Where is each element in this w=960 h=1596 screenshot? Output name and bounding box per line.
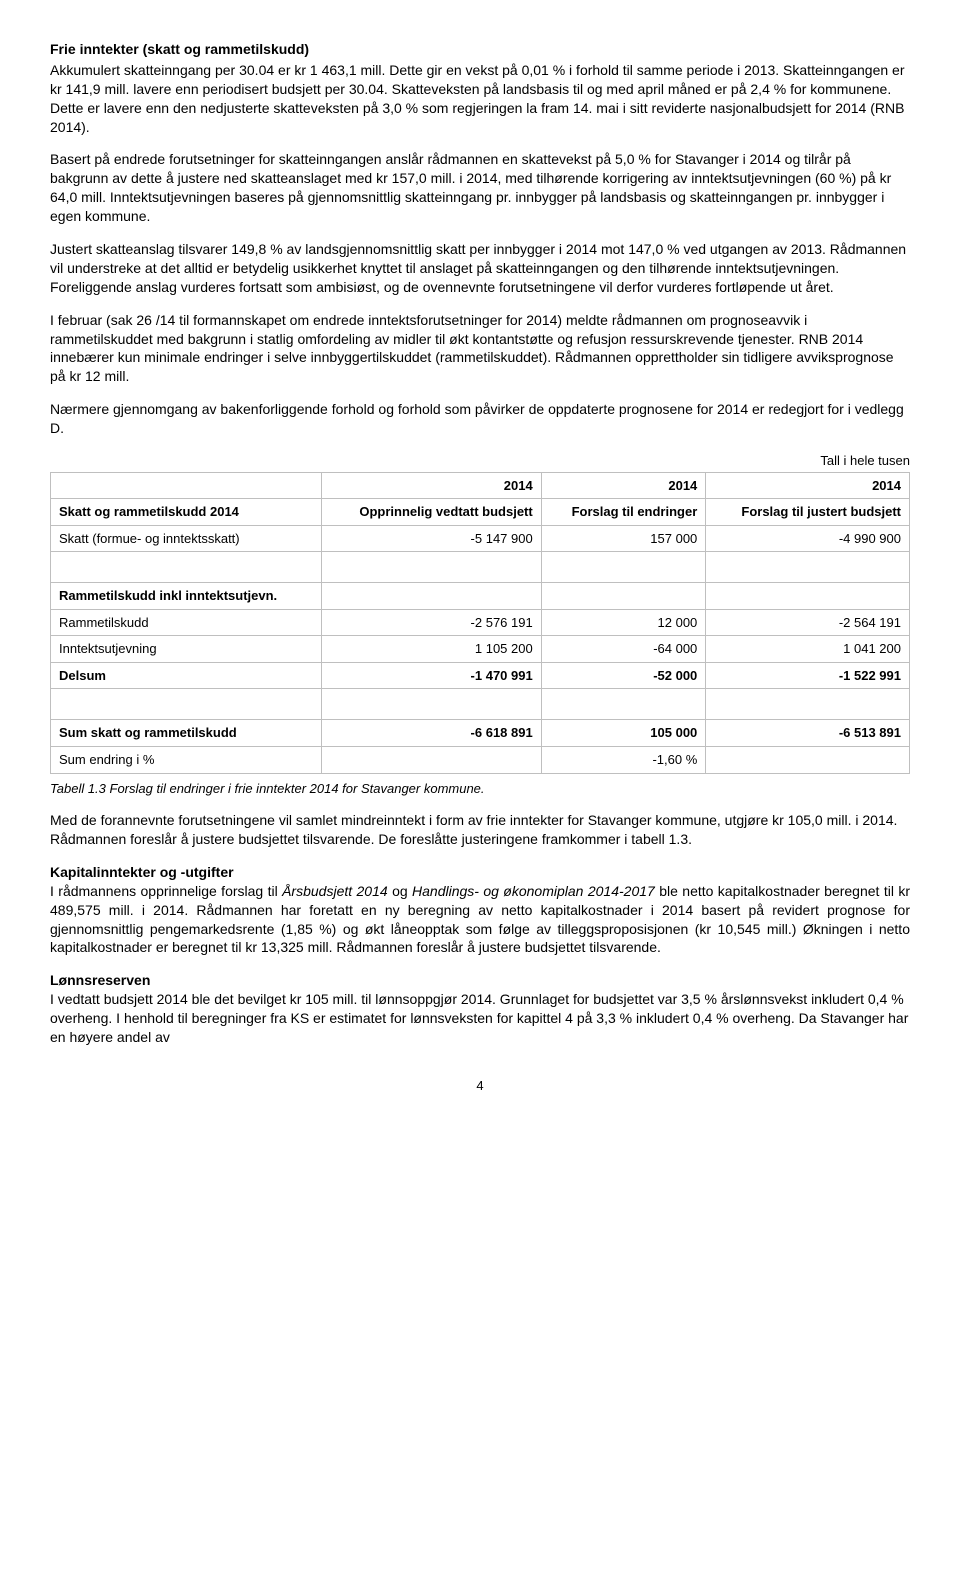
table-year-row: 2014 2014 2014 <box>51 472 910 499</box>
table-header-col2: Forslag til endringer <box>541 499 706 526</box>
table-header-year: 2014 <box>322 472 542 499</box>
table-cell: 105 000 <box>541 720 706 747</box>
table-cell: -52 000 <box>541 662 706 689</box>
paragraph: Justert skatteanslag tilsvarer 149,8 % a… <box>50 240 910 297</box>
text-run: og <box>388 883 412 899</box>
text-italic: Årsbudsjett 2014 <box>282 883 388 899</box>
table-row: Sum endring i % -1,60 % <box>51 746 910 773</box>
paragraph: I rådmannens opprinnelige forslag til År… <box>50 882 910 958</box>
table-cell: -6 618 891 <box>322 720 542 747</box>
table-spacer-row <box>51 552 910 583</box>
table-cell: -4 990 900 <box>706 525 910 552</box>
skatt-rammetilskudd-table: 2014 2014 2014 Skatt og rammetilskudd 20… <box>50 472 910 774</box>
table-header-col3: Forslag til justert budsjett <box>706 499 910 526</box>
table-cell: 12 000 <box>541 609 706 636</box>
table-subheading: Rammetilskudd inkl inntektsutjevn. <box>51 583 322 610</box>
paragraph: I februar (sak 26 /14 til formannskapet … <box>50 311 910 387</box>
table-row: Skatt (formue- og inntektsskatt) -5 147 … <box>51 525 910 552</box>
table-cell: -1,60 % <box>541 746 706 773</box>
table-cell: 157 000 <box>541 525 706 552</box>
text-run: I rådmannens opprinnelige forslag til <box>50 883 282 899</box>
table-cell: Rammetilskudd <box>51 609 322 636</box>
table-row: Delsum -1 470 991 -52 000 -1 522 991 <box>51 662 910 689</box>
page-number: 4 <box>50 1077 910 1095</box>
table-row: Sum skatt og rammetilskudd -6 618 891 10… <box>51 720 910 747</box>
table-spacer-row <box>51 689 910 720</box>
table-row: Inntektsutjevning 1 105 200 -64 000 1 04… <box>51 636 910 663</box>
table-cell: Inntektsutjevning <box>51 636 322 663</box>
table-cell: -5 147 900 <box>322 525 542 552</box>
text-italic: Handlings- og økonomiplan 2014-2017 <box>412 883 655 899</box>
section-title-lonnsreserven: Lønnsreserven <box>50 971 910 990</box>
table-cell: 1 041 200 <box>706 636 910 663</box>
paragraph: I vedtatt budsjett 2014 ble det bevilget… <box>50 990 910 1047</box>
table-row: Rammetilskudd -2 576 191 12 000 -2 564 1… <box>51 609 910 636</box>
section-title-frie-inntekter: Frie inntekter (skatt og rammetilskudd) <box>50 40 910 59</box>
table-cell: Skatt (formue- og inntektsskatt) <box>51 525 322 552</box>
table-cell: -2 564 191 <box>706 609 910 636</box>
paragraph: Med de forannevnte forutsetningene vil s… <box>50 811 910 849</box>
table-unit-note: Tall i hele tusen <box>50 452 910 470</box>
table-header-year: 2014 <box>541 472 706 499</box>
section-title-kapitalinntekter: Kapitalinntekter og -utgifter <box>50 863 910 882</box>
table-cell: -6 513 891 <box>706 720 910 747</box>
table-header-year: 2014 <box>706 472 910 499</box>
paragraph: Akkumulert skatteinngang per 30.04 er kr… <box>50 61 910 137</box>
table-subheading-row: Rammetilskudd inkl inntektsutjevn. <box>51 583 910 610</box>
table-header-col1: Opprinnelig vedtatt budsjett <box>322 499 542 526</box>
table-cell: Sum endring i % <box>51 746 322 773</box>
table-cell: Sum skatt og rammetilskudd <box>51 720 322 747</box>
table-cell: Delsum <box>51 662 322 689</box>
paragraph: Nærmere gjennomgang av bakenforliggende … <box>50 400 910 438</box>
table-caption: Tabell 1.3 Forslag til endringer i frie … <box>50 780 910 798</box>
table-cell: -1 470 991 <box>322 662 542 689</box>
table-cell: 1 105 200 <box>322 636 542 663</box>
paragraph: Basert på endrede forutsetninger for ska… <box>50 150 910 226</box>
table-cell: -64 000 <box>541 636 706 663</box>
table-cell: -1 522 991 <box>706 662 910 689</box>
table-rowhead: Skatt og rammetilskudd 2014 <box>51 499 322 526</box>
table-header-row: Skatt og rammetilskudd 2014 Opprinnelig … <box>51 499 910 526</box>
table-cell: -2 576 191 <box>322 609 542 636</box>
